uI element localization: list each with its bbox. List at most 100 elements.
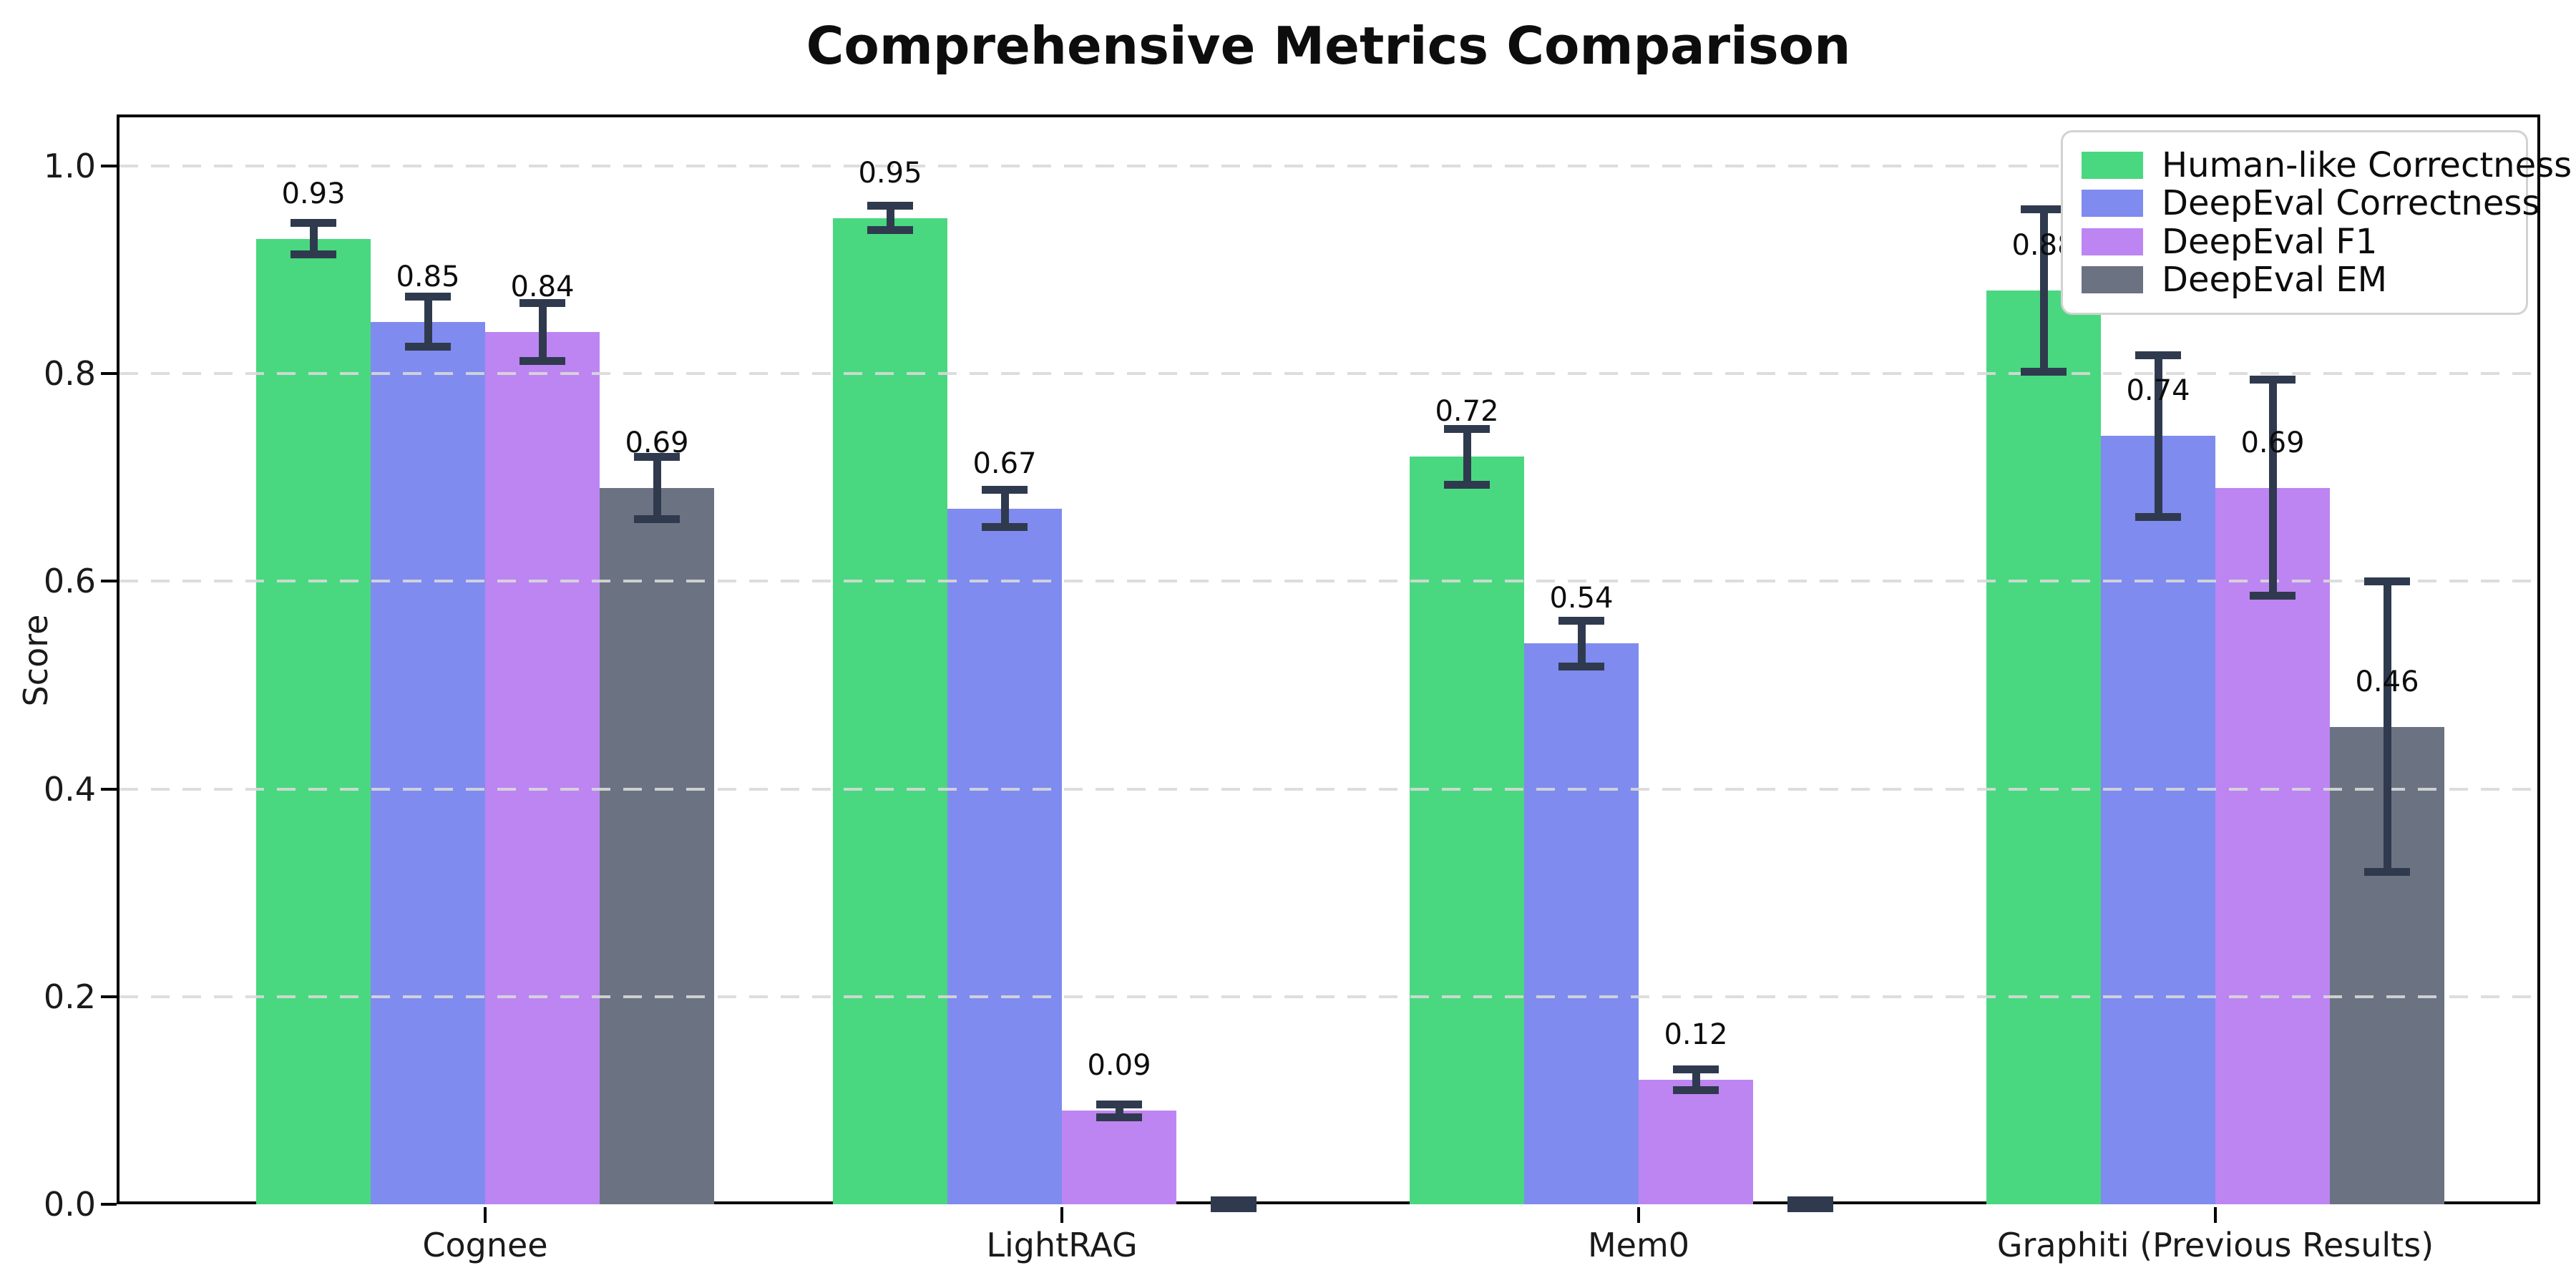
- bar: [256, 238, 371, 1204]
- legend-item: DeepEval EM: [2082, 259, 2507, 300]
- bar-value-label: 0.72: [1435, 395, 1499, 429]
- y-tick-label: 0.4: [43, 769, 96, 809]
- bar: [833, 218, 947, 1204]
- error-bar-cap: [1673, 1065, 1719, 1073]
- error-bar-cap: [867, 226, 913, 235]
- error-bar-cap: [2021, 367, 2067, 376]
- error-bar-cap: [1787, 1204, 1833, 1213]
- bar: [947, 508, 1062, 1204]
- plot-area: [117, 114, 2540, 1204]
- error-bar-cap: [2250, 376, 2296, 384]
- bar-value-label: 0.85: [396, 260, 460, 293]
- bar-value-label: 0.46: [2355, 665, 2419, 698]
- error-bar-cap: [634, 514, 680, 523]
- bar-value-label: 0.12: [1664, 1018, 1728, 1051]
- error-bar-stem: [2039, 209, 2048, 372]
- legend-item: DeepEval Correctness: [2082, 183, 2540, 223]
- bar-value-label: 0.09: [1087, 1049, 1151, 1083]
- error-bar-cap: [1673, 1085, 1719, 1094]
- legend-label: DeepEval F1: [2162, 221, 2378, 262]
- error-bar-cap: [519, 357, 565, 366]
- error-bar-cap: [2250, 592, 2296, 600]
- bar-value-label: 0.84: [510, 270, 575, 304]
- bar: [1639, 1079, 1753, 1204]
- gridline: [119, 580, 2537, 583]
- x-tick-label: Mem0: [1587, 1226, 1690, 1264]
- error-bar-stem: [2154, 355, 2162, 517]
- error-bar-cap: [2364, 868, 2410, 877]
- legend-swatch: [2082, 190, 2143, 218]
- error-bar-cap: [1211, 1204, 1257, 1213]
- error-bar-stem: [2383, 581, 2391, 872]
- error-bar-cap: [1211, 1196, 1257, 1204]
- error-bar-cap: [1787, 1196, 1833, 1204]
- legend-item: DeepEval F1: [2082, 221, 2507, 262]
- legend-label: DeepEval EM: [2162, 259, 2387, 300]
- legend-swatch: [2082, 265, 2143, 293]
- y-tick-mark: [101, 787, 117, 791]
- bar: [1524, 643, 1639, 1204]
- error-bar-cap: [1558, 662, 1604, 670]
- legend-label: Human-like Correctness: [2162, 145, 2572, 185]
- x-tick-label: Graphiti (Previous Results): [1996, 1226, 2434, 1264]
- error-bar-cap: [291, 219, 336, 228]
- bar-value-label: 0.95: [858, 156, 922, 190]
- bar-value-label: 0.74: [2126, 374, 2190, 408]
- y-tick-label: 0.2: [43, 977, 96, 1016]
- x-tick-mark: [2214, 1207, 2217, 1223]
- bar-value-label: 0.69: [625, 426, 689, 459]
- bar: [1410, 457, 1524, 1204]
- bar-value-label: 0.93: [281, 177, 346, 210]
- gridline: [119, 787, 2537, 791]
- error-bar-stem: [1229, 1200, 1238, 1209]
- error-bar-cap: [2364, 577, 2410, 585]
- error-bar-cap: [1444, 424, 1490, 433]
- error-bar-stem: [1806, 1200, 1815, 1209]
- y-tick-label: 1.0: [43, 147, 96, 185]
- error-bar-cap: [867, 201, 913, 210]
- error-bar-cap: [1444, 480, 1490, 489]
- error-bar-stem: [309, 223, 318, 255]
- x-tick-mark: [1060, 1207, 1063, 1223]
- error-bar-stem: [886, 205, 894, 230]
- y-tick-mark: [101, 372, 117, 376]
- error-bar-cap: [1096, 1113, 1142, 1121]
- bar: [600, 487, 714, 1204]
- bar: [371, 321, 485, 1204]
- error-bar-stem: [1463, 429, 1471, 485]
- bar: [2101, 436, 2215, 1204]
- x-tick-mark: [484, 1207, 487, 1223]
- y-tick-label: 0.8: [43, 354, 96, 394]
- error-bar-cap: [2135, 512, 2181, 521]
- error-bar-cap: [405, 293, 451, 301]
- legend-label: DeepEval Correctness: [2162, 183, 2540, 224]
- y-tick-label: 0.6: [43, 562, 96, 601]
- error-bar-cap: [982, 523, 1028, 532]
- error-bar-stem: [1000, 489, 1009, 527]
- bar: [485, 332, 600, 1204]
- y-tick-mark: [101, 995, 117, 998]
- x-tick-label: LightRAG: [986, 1226, 1138, 1264]
- y-tick-mark: [101, 1203, 117, 1206]
- error-bar-cap: [405, 342, 451, 351]
- error-bar-stem: [538, 303, 547, 361]
- y-tick-label: 0.0: [43, 1185, 96, 1224]
- error-bar-cap: [2021, 205, 2067, 214]
- y-tick-mark: [101, 165, 117, 167]
- bar: [1986, 291, 2101, 1204]
- error-bar-cap: [982, 486, 1028, 494]
- legend-item: Human-like Correctness: [2082, 145, 2572, 185]
- error-bar-stem: [1577, 620, 1586, 667]
- error-bar-cap: [291, 250, 336, 258]
- gridline: [119, 165, 2537, 167]
- bar: [2215, 487, 2330, 1204]
- legend-swatch: [2082, 152, 2143, 179]
- error-bar-stem: [1115, 1104, 1123, 1118]
- bar: [1062, 1111, 1176, 1204]
- gridline: [119, 372, 2537, 376]
- gridline: [119, 995, 2537, 998]
- bar-value-label: 0.67: [972, 447, 1037, 480]
- x-tick-label: Cognee: [422, 1226, 548, 1264]
- y-tick-mark: [101, 580, 117, 583]
